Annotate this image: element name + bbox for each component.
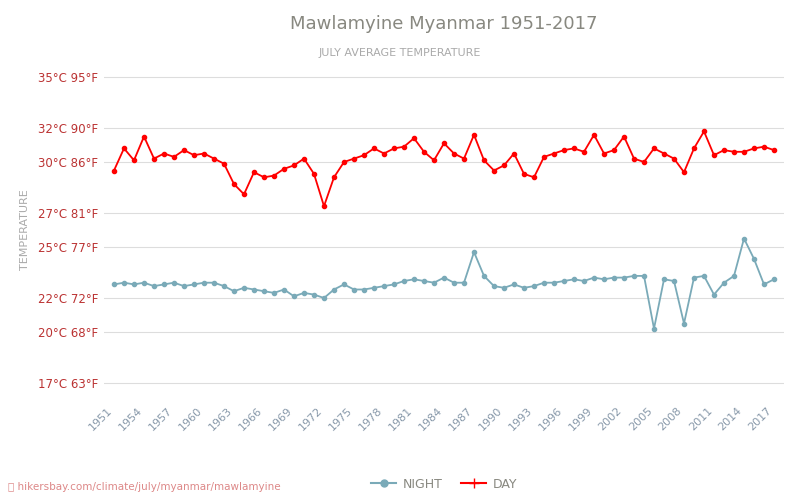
Y-axis label: TEMPERATURE: TEMPERATURE <box>20 190 30 270</box>
Text: 📍 hikersbay.com/climate/july/myanmar/mawlamyine: 📍 hikersbay.com/climate/july/myanmar/maw… <box>8 482 281 492</box>
Text: JULY AVERAGE TEMPERATURE: JULY AVERAGE TEMPERATURE <box>319 48 481 58</box>
Title: Mawlamyine Myanmar 1951-2017: Mawlamyine Myanmar 1951-2017 <box>290 16 598 34</box>
Legend: NIGHT, DAY: NIGHT, DAY <box>366 472 522 496</box>
